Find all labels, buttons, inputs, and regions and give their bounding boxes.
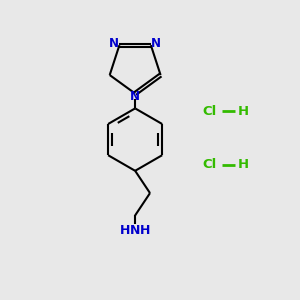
Text: H: H bbox=[238, 158, 249, 171]
Text: N: N bbox=[130, 224, 140, 237]
Text: H: H bbox=[140, 224, 151, 237]
Text: Cl: Cl bbox=[202, 158, 217, 171]
Text: H: H bbox=[238, 105, 249, 118]
Text: N: N bbox=[109, 37, 119, 50]
Text: N: N bbox=[130, 90, 140, 103]
Text: N: N bbox=[151, 37, 161, 50]
Text: H: H bbox=[119, 224, 130, 237]
Text: Cl: Cl bbox=[202, 105, 217, 118]
